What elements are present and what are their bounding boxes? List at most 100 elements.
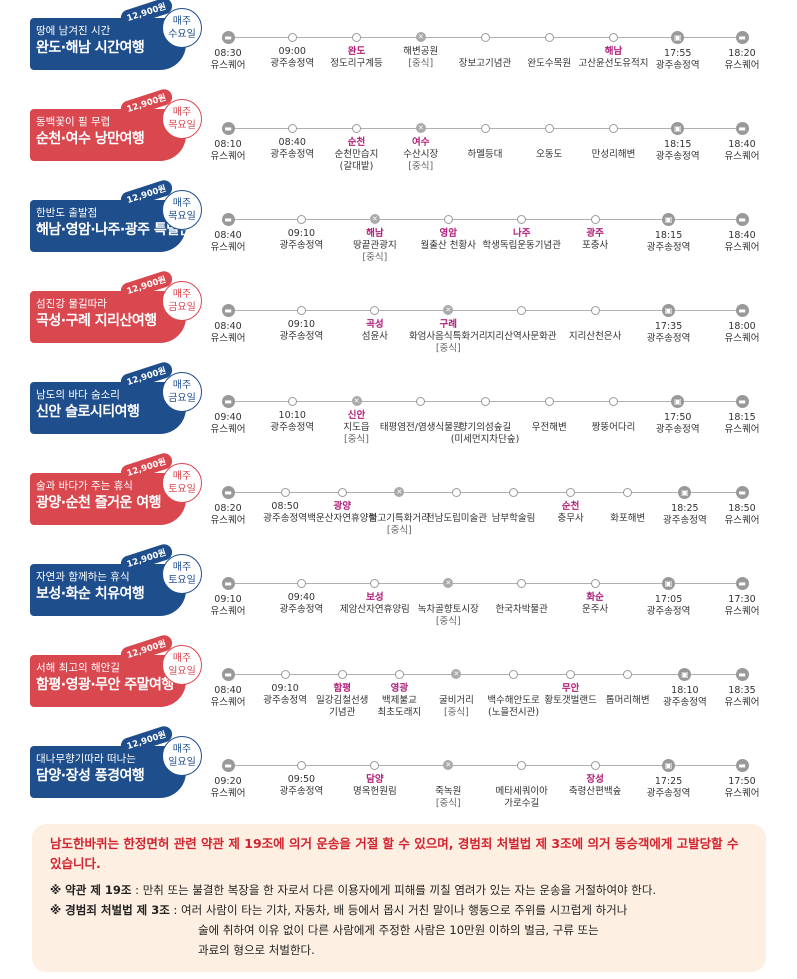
day-badge: 매주 금요일 <box>162 372 202 412</box>
tour-badge: 자연과 함께하는 휴식 보성·화순 치유여행 <box>30 564 186 616</box>
stop-text: 18:10 <box>671 685 699 696</box>
route-stop: 장성 축령산편백숲 <box>535 758 655 798</box>
stop-text: [중식] <box>344 434 369 445</box>
rule2-label: ※ 경범죄 처벌법 제 3조 <box>50 903 170 917</box>
bus-icon: ▬ <box>735 486 749 499</box>
lunch-icon: ✕ <box>394 487 405 497</box>
stop-dot-icon <box>287 33 297 42</box>
route-stop: 광양 백운산자연휴양림 <box>282 485 402 525</box>
route-stop: 광주 포충사 <box>535 212 655 252</box>
stop-dot-icon <box>623 488 633 497</box>
stop-text: 태평염전/염생식물원 <box>379 422 462 433</box>
tour-badge: 섬진강 물길따라 곡성·구례 지리산여행 <box>30 291 186 343</box>
route-stop: ▬ 17:50 유스퀘어 <box>682 758 797 800</box>
stop-text: 09:10 <box>287 228 316 239</box>
tour-row: 자연과 함께하는 휴식 보성·화순 치유여행 12,900원 매주 토요일 ▬ 09:10 유… <box>0 542 797 646</box>
stop-text: 순천 <box>561 501 580 512</box>
stop-text: (미세먼지차단숲) <box>450 434 520 445</box>
stop-text: 짱뚱어다리 <box>591 422 636 433</box>
lunch-icon: ✕ <box>443 578 454 588</box>
stop-text: 담양 <box>366 774 384 785</box>
stop-text: 월출산 천황사 <box>420 240 477 251</box>
stop-text: 유스퀘어 <box>724 697 760 708</box>
route-stop: ▬ 17:30 유스퀘어 <box>682 576 797 618</box>
stop-text: 섬윤사 <box>361 331 388 342</box>
route-line <box>228 674 742 675</box>
stop-dot-icon <box>370 761 380 770</box>
stop-text: 광주송정역 <box>270 422 315 433</box>
tour-subtitle: 술과 바다가 주는 휴식 <box>36 480 133 492</box>
stop-text: 09:20 <box>214 776 242 787</box>
stop-text: 17:25 <box>654 776 683 787</box>
stop-text: 보성 <box>366 592 384 603</box>
stop-text: 유스퀘어 <box>210 697 246 708</box>
lunch-icon: ✕ <box>415 123 426 133</box>
route-stop: ▬ 08:40 유스퀘어 <box>168 303 288 345</box>
stop-text: 곡성 <box>366 319 384 330</box>
stop-text: 10:10 <box>278 410 306 421</box>
stop-dot-icon <box>480 33 490 42</box>
stop-dot-icon <box>590 579 600 588</box>
route-stop: 우전해변 <box>489 394 609 434</box>
day-text: 매주 <box>172 107 192 118</box>
tour-subtitle: 땅에 남겨진 시간 <box>36 25 111 37</box>
day-text: 토요일 <box>168 575 196 586</box>
stop-dot-icon <box>352 124 361 133</box>
stop-text: 향기의섬숲길 <box>458 422 512 433</box>
route-stop: ▬ 18:15 유스퀘어 <box>682 394 797 436</box>
stop-text: 순천 <box>347 137 366 148</box>
stop-text: 18:00 <box>728 321 756 332</box>
tour-subtitle: 대나무향기따라 떠나는 <box>36 753 136 765</box>
stop-dot-icon <box>337 670 347 679</box>
stop-text: 백수해안도로 <box>487 695 540 706</box>
stop-dot-icon <box>416 397 426 406</box>
tour-row: 남도의 바다 숨소리 신안 슬로시티여행 12,900원 매주 금요일 ▬ 09:40 유스퀘… <box>0 360 797 464</box>
stop-text: 유스퀘어 <box>724 424 760 435</box>
stop-dot-icon <box>517 761 527 770</box>
stop-text: 구례 <box>439 319 458 330</box>
lunch-icon: ✕ <box>369 214 380 224</box>
route-stop: 화포해변 <box>568 485 688 525</box>
train-icon: ▣ <box>662 577 676 590</box>
day-text: 매주 <box>172 653 192 664</box>
stop-text: 유스퀘어 <box>210 242 246 253</box>
route-stop: 09:10 광주송정역 <box>241 303 361 343</box>
stop-text: 09:40 <box>214 412 242 423</box>
tour-row: 섬진강 물길따라 곡성·구례 지리산여행 12,900원 매주 금요일 ▬ 08:40 유스퀘… <box>0 269 797 373</box>
tour-subtitle: 남도의 바다 숨소리 <box>36 389 120 401</box>
stop-text: 완도수목원 <box>527 58 572 69</box>
stop-dot-icon <box>480 124 490 133</box>
stop-text: 09:40 <box>287 592 316 603</box>
tour-subtitle: 서해 최고의 해안길 <box>36 662 120 674</box>
tour-badge: 남도의 바다 숨소리 신안 슬로시티여행 <box>30 382 186 434</box>
stop-text: 녹차골향토시장 <box>417 604 479 615</box>
bus-icon: ▬ <box>221 122 235 135</box>
route-stop: ✕ 여수 수산시장 [중식] <box>361 121 481 173</box>
stop-text: 광주송정역 <box>646 606 691 617</box>
bus-icon: ▬ <box>735 668 749 681</box>
stop-text: 일강김철선생 <box>315 695 369 706</box>
stop-text: 순천만습지 <box>334 149 379 160</box>
stop-text: 남부학술림 <box>491 513 536 524</box>
stop-text: 땅끝관광지 <box>352 240 397 251</box>
day-text: 매주 <box>172 380 192 391</box>
stop-text: 기념관 <box>329 707 356 718</box>
route-stop: 향기의섬숲길 (미세먼지차단숲) <box>425 394 545 446</box>
route-stop: 한국차박물관 <box>462 576 582 616</box>
rule2-line3: 과료의 형으로 처벌한다. <box>198 943 315 957</box>
tour-row: 대나무향기따라 떠나는 담양·장성 풍경여행 12,900원 매주 일요일 ▬ 09:20 유… <box>0 724 797 828</box>
day-badge: 매주 수요일 <box>162 8 202 48</box>
route-stop: ✕ 녹차골향토시장 [중식] <box>388 576 508 628</box>
stop-text: 유스퀘어 <box>724 333 760 344</box>
stop-text: 17:05 <box>654 594 683 605</box>
route-stop: 짱뚱어다리 <box>554 394 674 434</box>
notice-warning: 남도한바퀴는 한정면허 관련 약관 제 19조에 의거 운송을 거절 할 수 있… <box>50 836 739 871</box>
route-stop: ▣ 17:35 광주송정역 <box>609 303 729 345</box>
route-stop: ▬ 08:40 유스퀘어 <box>168 667 288 709</box>
stop-text: [중식] <box>443 707 469 718</box>
bus-icon: ▬ <box>221 304 235 317</box>
route-stop: ✕ 신안 지도읍 [중식] <box>297 394 417 446</box>
day-badge: 매주 목요일 <box>162 99 202 139</box>
bus-icon: ▬ <box>221 577 235 590</box>
route-line <box>228 765 742 766</box>
